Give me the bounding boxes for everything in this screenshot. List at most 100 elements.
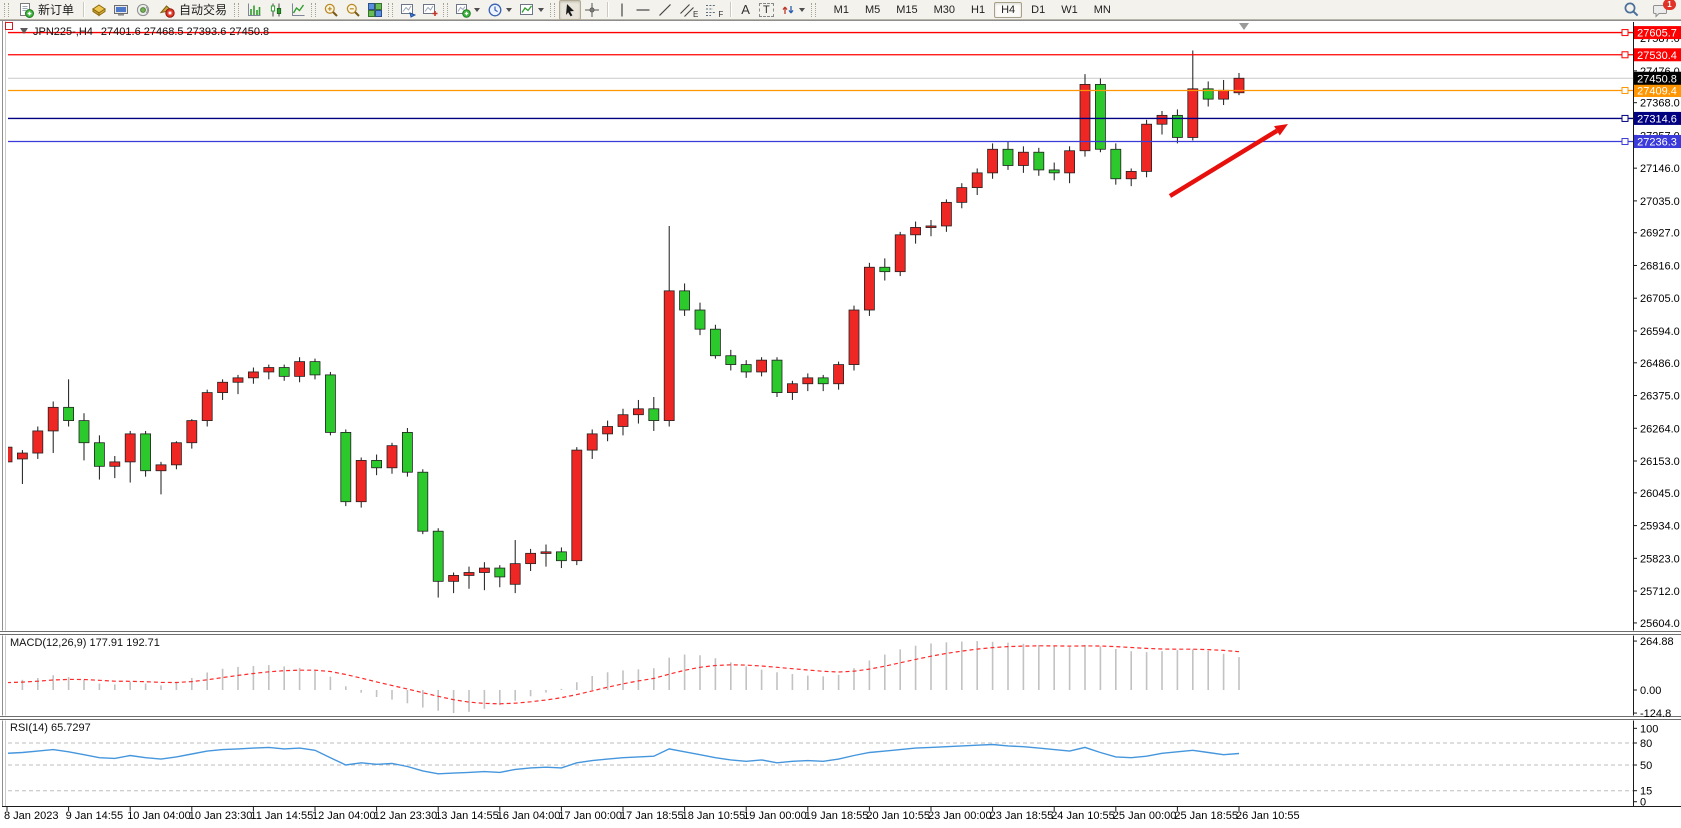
zoom-out-button[interactable] bbox=[342, 0, 364, 20]
line-chart-button[interactable] bbox=[287, 0, 309, 20]
candle-body bbox=[740, 364, 752, 373]
price-axis-label: 27368.0 bbox=[1640, 98, 1680, 110]
trendline-button[interactable] bbox=[654, 0, 676, 20]
equidistant-channel-button[interactable]: E bbox=[676, 0, 701, 20]
indicators-button[interactable] bbox=[516, 0, 548, 20]
toolbar-grip[interactable] bbox=[234, 2, 240, 17]
trend-arrow-annotation[interactable] bbox=[1168, 124, 1288, 198]
candle-body bbox=[63, 406, 74, 422]
candle bbox=[987, 143, 998, 179]
candle bbox=[602, 420, 613, 442]
toolbar-grip[interactable] bbox=[550, 2, 556, 17]
candle bbox=[1064, 146, 1075, 184]
candle-body bbox=[417, 471, 429, 532]
timeframe-button-W1[interactable]: W1 bbox=[1061, 3, 1078, 16]
timeframe-button-M5[interactable]: M5 bbox=[864, 3, 881, 16]
bar-chart-button[interactable] bbox=[243, 0, 265, 20]
cursor-icon bbox=[566, 3, 575, 16]
tile-windows-button[interactable] bbox=[364, 0, 386, 20]
terminal-button[interactable] bbox=[110, 0, 132, 20]
line-handle[interactable] bbox=[1621, 51, 1629, 59]
candle-body bbox=[294, 361, 306, 377]
candle bbox=[494, 565, 506, 588]
time-axis-label: 12 Jan 04:00 bbox=[312, 810, 376, 822]
zoom-in-button[interactable] bbox=[320, 0, 342, 20]
toolbar-grip[interactable] bbox=[443, 2, 449, 17]
candle bbox=[278, 364, 290, 381]
price-axis-label: 27146.0 bbox=[1640, 163, 1680, 175]
toolbar-grip[interactable] bbox=[388, 2, 394, 17]
candle bbox=[971, 168, 983, 195]
candle bbox=[740, 360, 752, 378]
toolbar-grip[interactable] bbox=[810, 2, 816, 17]
period-icon bbox=[488, 3, 502, 16]
timeframe-button-M1[interactable]: M1 bbox=[833, 3, 849, 16]
timeframe-button-M15[interactable]: M15 bbox=[896, 3, 918, 16]
notifications-button[interactable]: 1 bbox=[1649, 0, 1676, 20]
candle bbox=[509, 540, 521, 594]
candle bbox=[848, 305, 860, 371]
arrows-icon bbox=[782, 5, 794, 14]
line-handle[interactable] bbox=[1621, 86, 1629, 94]
line-handle[interactable] bbox=[1621, 114, 1629, 122]
line-handle[interactable] bbox=[1621, 29, 1629, 37]
new-chart-button[interactable] bbox=[452, 0, 484, 20]
candle bbox=[725, 349, 737, 371]
text-button[interactable]: A bbox=[735, 0, 756, 20]
toolbar-grip[interactable] bbox=[4, 2, 9, 17]
candle bbox=[32, 426, 44, 459]
signal-button[interactable] bbox=[132, 0, 154, 20]
timeframe-button-H4[interactable]: H4 bbox=[994, 1, 1023, 18]
symbol-dropdown-icon[interactable] bbox=[20, 28, 28, 34]
candle bbox=[956, 183, 968, 209]
chart-corner-marker[interactable] bbox=[5, 22, 13, 30]
text-label-button[interactable]: T bbox=[756, 0, 777, 20]
cursor-button[interactable] bbox=[559, 0, 582, 20]
line-handle[interactable] bbox=[1621, 138, 1629, 146]
search-icon bbox=[1624, 2, 1639, 17]
profiles-button[interactable] bbox=[88, 0, 110, 20]
price-tag-bg bbox=[1634, 111, 1681, 125]
candle-body bbox=[1110, 148, 1122, 180]
crosshair-button[interactable] bbox=[581, 0, 603, 20]
candle bbox=[16, 450, 28, 485]
timeframe-button-M30[interactable]: M30 bbox=[933, 3, 956, 16]
price-tag-bg bbox=[1634, 71, 1681, 85]
timeframe-button-MN[interactable]: MN bbox=[1093, 3, 1111, 16]
terminal-icon bbox=[114, 4, 129, 16]
macd-indicator-label: MACD(12,26,9) 177.91 192.71 bbox=[10, 637, 160, 649]
time-axis-label: 10 Jan 04:00 bbox=[127, 810, 191, 822]
toolbar-grip[interactable] bbox=[311, 2, 317, 17]
candle-body bbox=[386, 445, 398, 469]
timeframe-button-D1[interactable]: D1 bbox=[1031, 3, 1046, 16]
chart-window[interactable]: 27587.027476.027368.027257.027146.027035… bbox=[0, 20, 1681, 828]
chart-canvas[interactable]: 27587.027476.027368.027257.027146.027035… bbox=[0, 20, 1681, 828]
time-axis-label: 23 Jan 00:00 bbox=[928, 810, 992, 822]
candle bbox=[140, 430, 152, 477]
horizontal-line-icon bbox=[636, 8, 650, 11]
price-axis-label: 26816.0 bbox=[1640, 260, 1680, 272]
rsi-line bbox=[8, 743, 1240, 775]
horizontal-line-button[interactable] bbox=[632, 0, 654, 20]
cascade-windows-button[interactable] bbox=[419, 0, 441, 20]
time-axis-label: 16 Jan 04:00 bbox=[497, 810, 561, 822]
autotrading-button[interactable]: 自动交易 bbox=[154, 0, 232, 20]
time-axis-label: 9 Jan 14:55 bbox=[66, 810, 124, 822]
timeframe-button-H1[interactable]: H1 bbox=[971, 3, 986, 16]
price-axis-label: 25823.0 bbox=[1640, 553, 1680, 565]
period-button[interactable] bbox=[484, 0, 516, 20]
search-button[interactable] bbox=[1620, 0, 1643, 20]
candle-body bbox=[201, 392, 213, 422]
arrows-button[interactable] bbox=[777, 0, 809, 20]
new-order-button[interactable]: 新订单 bbox=[13, 0, 79, 20]
candle-body bbox=[309, 361, 321, 376]
arrange-windows-button[interactable] bbox=[397, 0, 419, 20]
chart-shift-marker[interactable] bbox=[1239, 23, 1249, 30]
fibonacci-button[interactable]: F bbox=[701, 0, 726, 20]
candlestick-chart-button[interactable] bbox=[265, 0, 287, 20]
vertical-line-button[interactable] bbox=[612, 0, 632, 20]
candle-body bbox=[633, 408, 644, 416]
trendline-icon bbox=[659, 3, 671, 16]
candle-body bbox=[956, 187, 968, 203]
candle bbox=[894, 231, 906, 277]
